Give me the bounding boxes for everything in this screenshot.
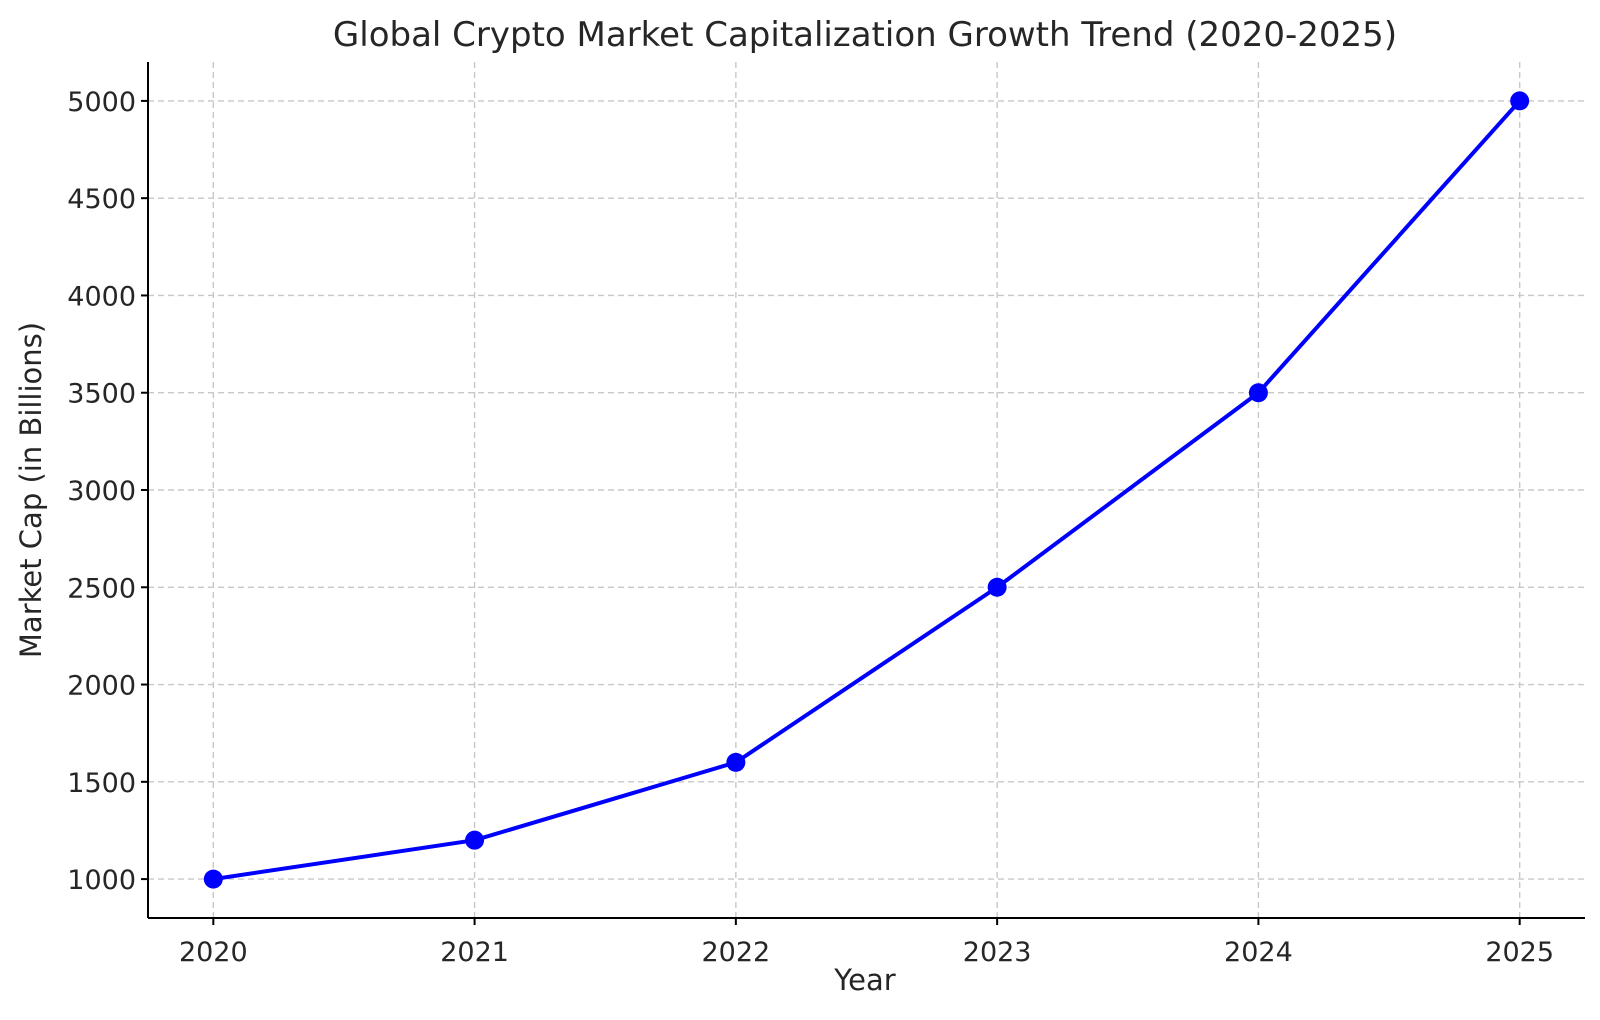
chart-title: Global Crypto Market Capitalization Grow… xyxy=(333,15,1397,55)
y-tick-label: 3000 xyxy=(67,476,136,507)
y-tick-label: 4000 xyxy=(67,281,136,312)
ticks-layer: 2020 2021 2022 2023 2024 2025 1000 1500 2000 2500… xyxy=(67,87,1554,968)
y-tick-label: 1000 xyxy=(67,865,136,896)
data-point-marker xyxy=(1248,383,1268,403)
y-tick-label: 2500 xyxy=(67,573,136,604)
data-point-marker xyxy=(203,869,223,889)
x-tick-label: 2022 xyxy=(702,937,771,968)
data-point-marker xyxy=(1510,91,1530,111)
grid-layer xyxy=(148,62,1585,918)
x-tick-label: 2020 xyxy=(179,937,248,968)
y-tick-label: 2000 xyxy=(67,671,136,702)
x-axis-label: Year xyxy=(833,963,895,997)
data-point-marker xyxy=(465,830,485,850)
x-tick-label: 2024 xyxy=(1224,937,1293,968)
y-axis-label: Market Cap (in Billions) xyxy=(14,322,48,658)
x-tick-label: 2023 xyxy=(963,937,1032,968)
y-tick-label: 5000 xyxy=(67,87,136,118)
y-tick-label: 1500 xyxy=(67,768,136,799)
x-tick-label: 2021 xyxy=(440,937,509,968)
y-tick-label: 3500 xyxy=(67,379,136,410)
data-point-marker xyxy=(987,577,1007,597)
x-tick-label: 2025 xyxy=(1485,937,1554,968)
y-tick-label: 4500 xyxy=(67,184,136,215)
series-line xyxy=(211,98,1522,882)
series-layer xyxy=(203,91,1530,889)
data-point-marker xyxy=(726,752,746,772)
